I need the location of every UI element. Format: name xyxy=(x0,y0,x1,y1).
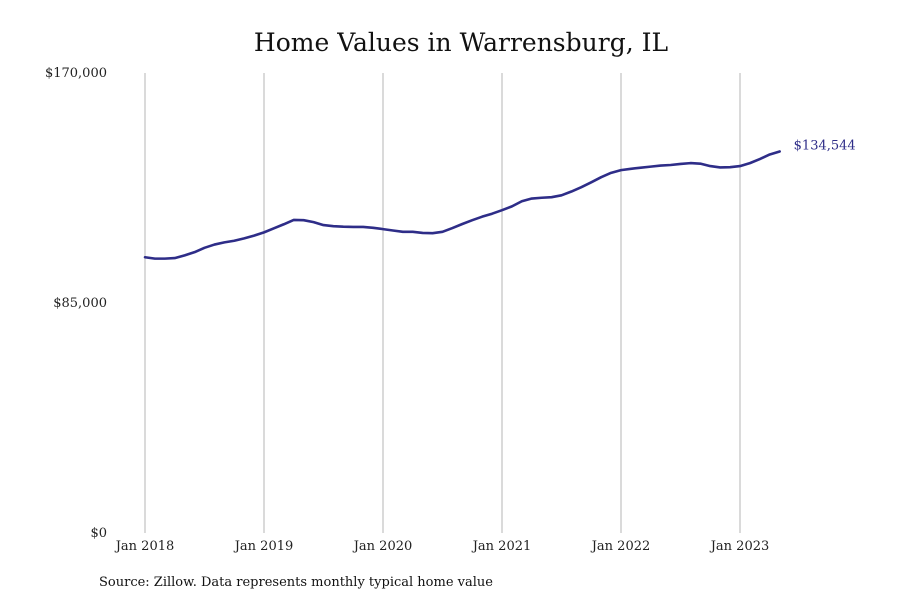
y-tick-label: $170,000 xyxy=(45,66,107,81)
home-value-line xyxy=(143,150,781,260)
y-tick-label: $85,000 xyxy=(53,296,107,311)
x-axis-ticks: Jan 2018 Jan 2019 Jan 2020 Jan 2021 Jan 2022… xyxy=(114,539,770,554)
gridlines xyxy=(144,73,741,533)
x-tick-label: Jan 2021 xyxy=(471,539,532,554)
x-tick-label: Jan 2022 xyxy=(590,539,651,554)
last-value-label: $134,544 xyxy=(794,138,856,153)
x-tick-label: Jan 2023 xyxy=(709,539,770,554)
y-tick-label: $0 xyxy=(90,526,107,541)
x-tick-label: Jan 2020 xyxy=(352,539,413,554)
source-note: Source: Zillow. Data represents monthly … xyxy=(99,575,493,590)
chart-title: Home Values in Warrensburg, IL xyxy=(254,28,668,57)
x-tick-label: Jan 2018 xyxy=(114,539,175,554)
x-tick-label: Jan 2019 xyxy=(233,539,294,554)
y-axis-ticks: $0 $85,000 $170,000 xyxy=(45,66,107,541)
